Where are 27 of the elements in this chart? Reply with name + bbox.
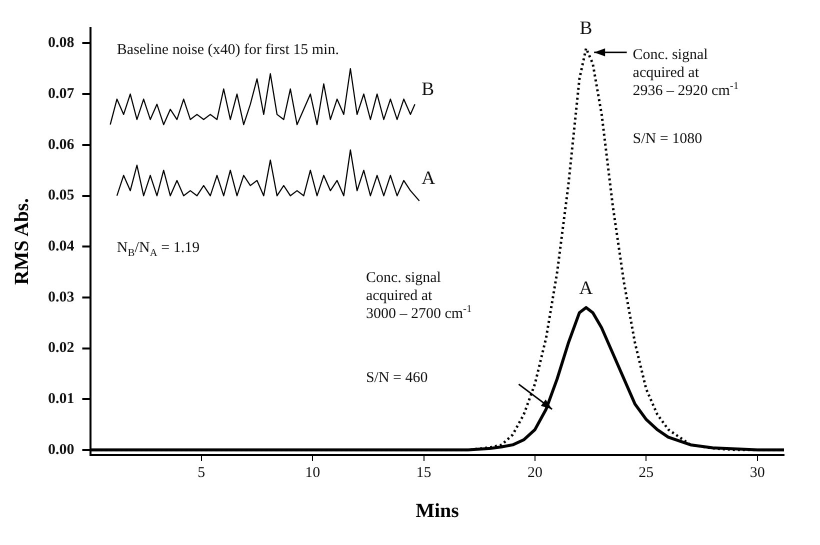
x-tick-label: 30	[750, 464, 765, 481]
annotation: N$_{B}$/N$_{A}$ = 1.19	[116, 238, 200, 259]
y-tick-label: 0.03	[48, 289, 74, 306]
x-tick-label: 20	[527, 464, 542, 481]
annotation: Conc. signal acquired at 3000 – 2700 cm$^{-1}$	[366, 269, 472, 324]
x-tick-label: 15	[416, 464, 432, 481]
annotation: B	[422, 79, 434, 100]
x-tick-label: 10	[305, 464, 320, 481]
y-axis-title: RMS Abs.	[10, 198, 34, 285]
annotation: S/N = 1080	[632, 130, 702, 148]
annotation: A	[422, 168, 436, 190]
annotation: Baseline noise (x40) for first 15 min.	[116, 40, 339, 59]
annotation: S/N = 460	[366, 368, 428, 387]
annotation: Conc. signal acquired at 2936 – 2920 cm$^{-1}$	[632, 46, 739, 100]
x-tick-label: 5	[198, 464, 206, 481]
y-tick-label: 0.04	[48, 238, 75, 254]
y-tick-label: 0.02	[48, 340, 74, 356]
y-tick-label: 0.01	[48, 390, 74, 407]
y-tick-label: 0.05	[48, 188, 74, 204]
y-tick-label: 0.08	[48, 35, 74, 52]
y-tick-label: 0.06	[48, 136, 75, 153]
y-tick-label: 0.07	[48, 86, 75, 102]
x-axis-title: Mins	[416, 500, 459, 523]
annotation: A	[579, 278, 593, 299]
y-tick-label: 0.00	[48, 442, 74, 458]
x-tick-label: 25	[638, 464, 654, 481]
annotation: B	[580, 18, 592, 40]
